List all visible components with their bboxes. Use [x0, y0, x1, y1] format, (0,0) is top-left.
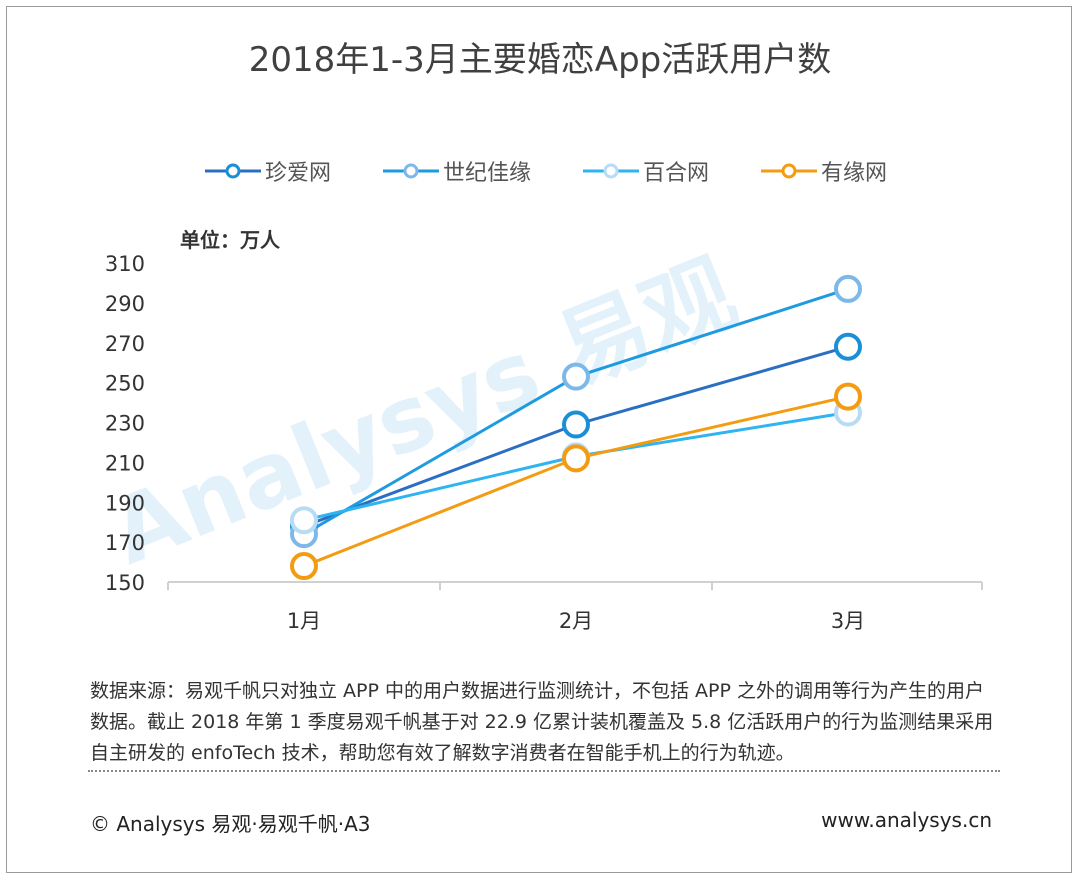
legend-marker-icon	[583, 163, 640, 179]
legend-item: 有缘网	[761, 155, 887, 187]
y-tick-label: 170	[105, 531, 145, 555]
legend-item: 世纪佳缘	[383, 155, 531, 187]
data-point	[290, 552, 318, 581]
data-point	[834, 332, 862, 361]
legend-item: 百合网	[583, 155, 709, 187]
data-point	[562, 362, 590, 391]
data-point	[834, 274, 862, 303]
footer-url: www.analysys.cn	[821, 808, 992, 832]
x-tick-label: 1月	[287, 609, 321, 633]
x-tick-label: 2月	[559, 609, 593, 633]
frame	[6, 6, 1072, 873]
data-point	[562, 410, 590, 439]
legend-item: 珍爱网	[205, 155, 331, 187]
x-tick-label: 3月	[831, 609, 865, 633]
legend-label: 世纪佳缘	[443, 161, 532, 186]
legend-marker-icon	[383, 163, 440, 179]
footer-copyright: © Analysys 易观·易观千帆·A3	[90, 812, 371, 836]
y-tick-label: 290	[105, 292, 145, 316]
y-tick-label: 150	[105, 571, 145, 595]
y-tick-label: 250	[105, 372, 145, 396]
legend: 珍爱网 世纪佳缘 百合网 有缘网	[205, 155, 939, 187]
legend-label: 珍爱网	[265, 161, 332, 186]
chart-title: 2018年1-3月主要婚恋App活跃用户数	[248, 40, 832, 80]
divider	[88, 770, 1000, 772]
legend-marker-icon	[761, 163, 818, 179]
legend-marker-icon	[205, 163, 261, 179]
unit-label: 单位：万人	[180, 228, 280, 252]
source-note: 数据来源：易观千帆只对独立 APP 中的用户数据进行监测统计，不包括 APP 之…	[90, 680, 994, 764]
data-point	[834, 382, 862, 411]
y-tick-label: 310	[105, 252, 145, 276]
y-tick-label: 230	[105, 412, 145, 436]
y-tick-label: 270	[105, 332, 145, 356]
data-point	[290, 506, 318, 535]
legend-label: 有缘网	[821, 161, 888, 186]
data-point	[562, 444, 590, 473]
legend-label: 百合网	[643, 161, 710, 186]
y-tick-label: 210	[105, 451, 145, 475]
y-tick-label: 190	[105, 491, 145, 515]
